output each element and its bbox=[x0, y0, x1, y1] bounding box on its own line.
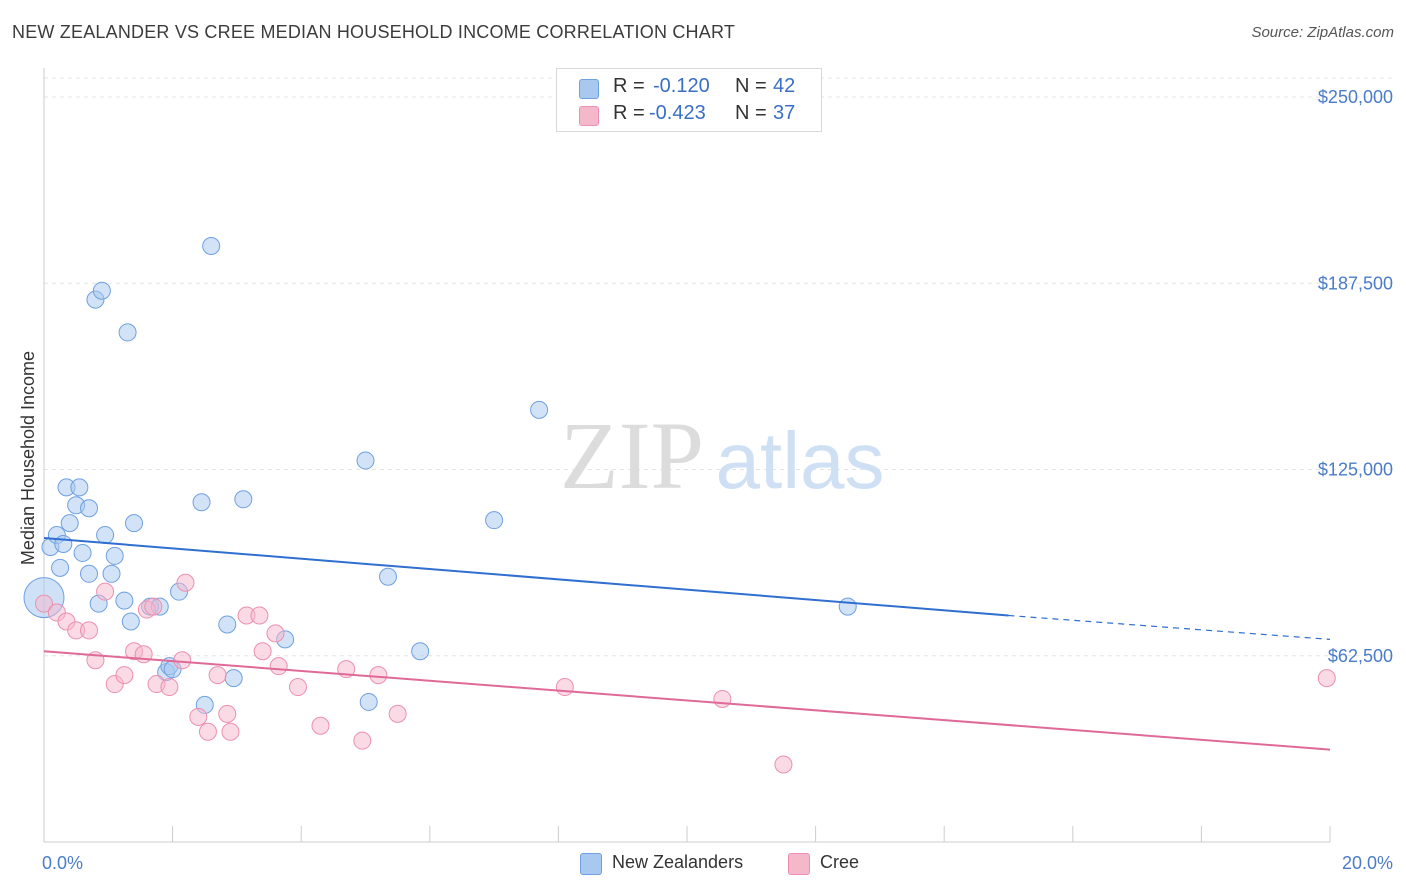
data-point-new-zealanders bbox=[54, 535, 73, 553]
legend-r-value: -0.423 bbox=[649, 102, 706, 124]
data-point-new-zealanders bbox=[51, 558, 70, 577]
data-points bbox=[23, 237, 1336, 774]
data-point-new-zealanders bbox=[96, 526, 115, 545]
data-point-cree bbox=[208, 666, 227, 685]
data-point-cree bbox=[250, 606, 269, 625]
data-point-new-zealanders bbox=[80, 499, 99, 518]
legend-n-label: N = bbox=[735, 102, 767, 124]
data-point-new-zealanders bbox=[359, 692, 378, 711]
legend-label: New Zealanders bbox=[612, 852, 744, 872]
data-point-cree bbox=[173, 651, 192, 670]
data-point-cree bbox=[218, 704, 237, 723]
data-point-new-zealanders bbox=[192, 493, 211, 512]
data-point-new-zealanders bbox=[73, 543, 92, 562]
legend-n-value: 42 bbox=[773, 75, 796, 97]
grid-lines bbox=[44, 77, 1395, 657]
data-point-cree bbox=[176, 573, 195, 592]
chart-title: NEW ZEALANDER VS CREE MEDIAN HOUSEHOLD I… bbox=[12, 22, 736, 42]
data-point-cree bbox=[115, 666, 134, 685]
legend-swatch-pink bbox=[788, 853, 810, 875]
watermark-zip: ZIP bbox=[560, 402, 704, 509]
data-point-new-zealanders bbox=[92, 281, 111, 300]
data-point-new-zealanders bbox=[485, 511, 504, 530]
data-point-new-zealanders bbox=[202, 237, 221, 255]
data-point-cree bbox=[311, 716, 330, 735]
legend-r-value: -0.120 bbox=[653, 75, 710, 97]
legend-row-new-zealanders: R = -0.120 N = 42 bbox=[557, 75, 821, 103]
data-point-cree bbox=[269, 657, 288, 676]
data-point-cree bbox=[353, 731, 372, 750]
data-point-cree bbox=[288, 678, 307, 697]
watermark: ZIP atlas bbox=[560, 402, 884, 509]
trend-line-new-zealanders bbox=[43, 537, 1009, 617]
data-point-new-zealanders bbox=[70, 478, 89, 497]
data-point-cree bbox=[221, 722, 240, 741]
data-point-cree bbox=[198, 722, 217, 741]
data-point-new-zealanders bbox=[234, 490, 253, 509]
data-point-cree bbox=[555, 678, 574, 697]
data-point-new-zealanders bbox=[80, 564, 99, 583]
data-point-cree bbox=[266, 624, 285, 643]
y-tick-label: $250,000 bbox=[1318, 87, 1393, 107]
data-point-cree bbox=[1317, 669, 1336, 688]
data-point-new-zealanders bbox=[105, 546, 124, 565]
legend-swatch-blue bbox=[580, 853, 602, 875]
trend-line-extension bbox=[1008, 614, 1331, 640]
data-point-cree bbox=[96, 582, 115, 601]
axes bbox=[43, 68, 1331, 843]
data-point-new-zealanders bbox=[118, 323, 137, 342]
data-point-new-zealanders bbox=[356, 451, 375, 470]
data-point-new-zealanders bbox=[125, 514, 144, 533]
legend-r-label: R = bbox=[613, 75, 645, 97]
data-point-cree bbox=[713, 689, 732, 708]
x-tick-label: 0.0% bbox=[42, 853, 83, 873]
data-point-cree bbox=[160, 678, 179, 697]
source-label: Source: ZipAtlas.com bbox=[1251, 24, 1394, 41]
y-axis-label: Median Household Income bbox=[18, 351, 38, 565]
data-point-cree bbox=[189, 707, 208, 726]
y-tick-label: $125,000 bbox=[1318, 460, 1393, 480]
data-point-new-zealanders bbox=[60, 514, 79, 533]
data-point-cree bbox=[369, 666, 388, 685]
y-tick-label: $62,500 bbox=[1328, 646, 1393, 666]
watermark-atlas: atlas bbox=[716, 416, 885, 505]
data-point-cree bbox=[35, 594, 53, 613]
legend-label: Cree bbox=[820, 852, 860, 872]
data-point-new-zealanders bbox=[379, 567, 398, 586]
data-point-cree bbox=[144, 597, 163, 616]
data-point-new-zealanders bbox=[218, 615, 237, 634]
stats-legend: R = -0.120 N = 42 R = -0.423 N = 37 bbox=[556, 68, 822, 132]
legend-swatch-blue bbox=[579, 79, 599, 99]
legend-n-label: N = bbox=[735, 75, 767, 97]
x-tick-labels: 0.0% 20.0% bbox=[42, 853, 1393, 873]
data-point-new-zealanders bbox=[530, 400, 549, 419]
data-point-new-zealanders bbox=[102, 564, 121, 583]
data-point-new-zealanders bbox=[411, 642, 430, 661]
x-tick-label: 20.0% bbox=[1342, 853, 1393, 873]
legend-r-label: R = bbox=[613, 102, 645, 124]
data-point-cree bbox=[80, 621, 99, 640]
legend-row-cree: R = -0.423 N = 37 bbox=[557, 102, 821, 130]
legend-swatch-pink bbox=[579, 106, 599, 126]
data-point-new-zealanders bbox=[115, 591, 134, 610]
data-point-new-zealanders bbox=[838, 597, 857, 616]
y-tick-labels: $62,500 $125,000 $187,500 $250,000 bbox=[1318, 87, 1393, 666]
trend-lines bbox=[43, 537, 1331, 751]
data-point-cree bbox=[774, 755, 793, 774]
data-point-cree bbox=[253, 642, 272, 661]
legend-n-value: 37 bbox=[773, 102, 796, 124]
data-point-new-zealanders bbox=[224, 669, 243, 688]
data-point-cree bbox=[388, 704, 407, 723]
y-tick-label: $187,500 bbox=[1318, 273, 1393, 293]
data-point-new-zealanders bbox=[121, 612, 140, 631]
trend-line-cree bbox=[43, 650, 1331, 751]
